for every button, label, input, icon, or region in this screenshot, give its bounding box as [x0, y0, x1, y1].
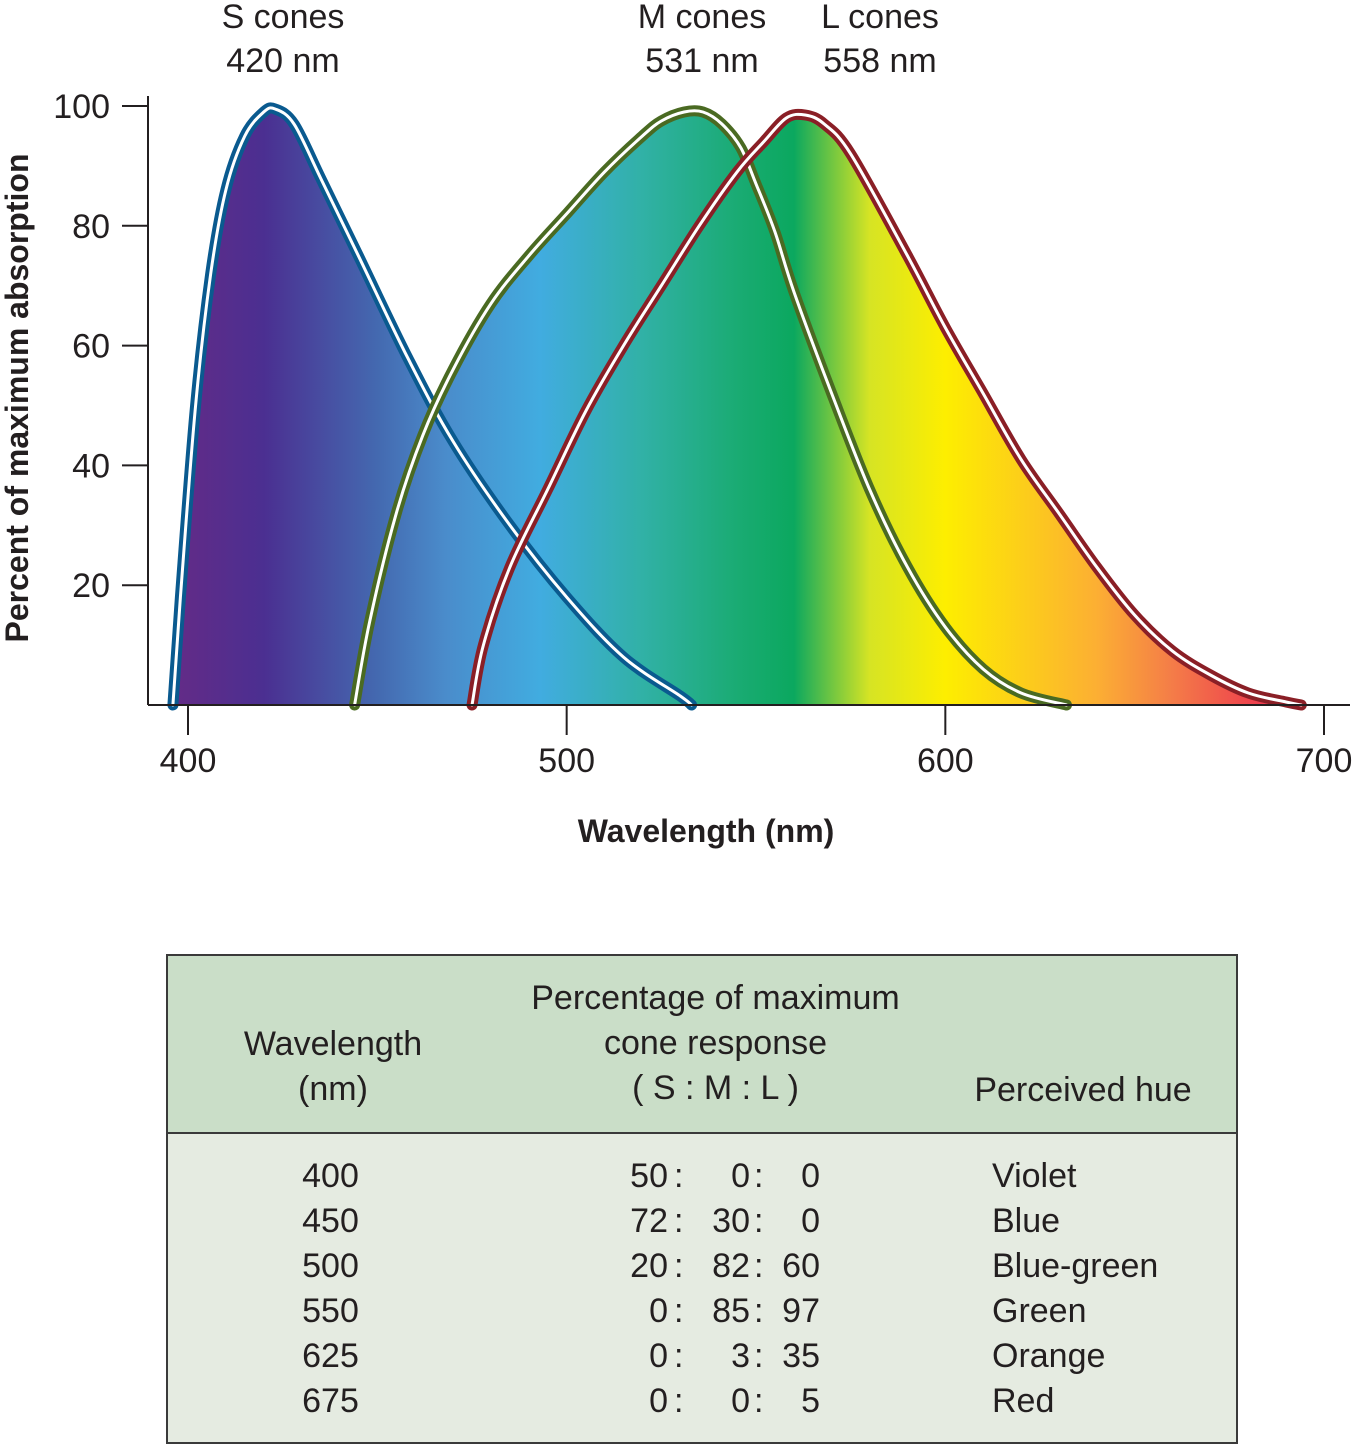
separator: :: [754, 1157, 764, 1195]
curves-layer: [167, 102, 1307, 711]
separator: :: [754, 1382, 764, 1420]
cell-wavelength: 450: [302, 1202, 359, 1240]
separator: :: [674, 1157, 684, 1195]
header-cone-response: Percentage of maximum cone response ( S …: [468, 976, 963, 1111]
separator: :: [754, 1292, 764, 1330]
x-tick-label: 500: [538, 742, 595, 780]
s-cones-curve: [167, 102, 698, 711]
value-l: 5: [801, 1382, 820, 1420]
m-cones-curve: [349, 105, 1072, 711]
value-l: 60: [782, 1247, 820, 1285]
cell-cone-response: 50 : 0 : 0: [608, 1154, 828, 1199]
value-s: 0: [649, 1292, 668, 1330]
header-response-line3: ( S : M : L ): [632, 1069, 799, 1107]
cell-hue: Blue: [992, 1202, 1061, 1240]
m-cones-inner-line: [353, 109, 1068, 707]
header-response-line2: cone response: [603, 1024, 828, 1062]
cell-wavelength: 500: [302, 1247, 359, 1285]
cell-cone-response: 20 : 82 : 60: [608, 1244, 828, 1289]
s-cones-name-label: S cones: [222, 0, 345, 36]
cell-hue: Red: [992, 1382, 1055, 1420]
value-m: 3: [731, 1337, 750, 1375]
value-s: 20: [630, 1247, 668, 1285]
header-wavelength: Wavelength (nm): [198, 1022, 468, 1112]
peak-labels-layer: S cones 420 nm M cones 531 nm L cones 558 nm: [222, 0, 939, 80]
cell-hue: Blue-green: [992, 1247, 1159, 1285]
axes-layer: [147, 96, 1350, 706]
header-hue-label: Perceived hue: [974, 1071, 1192, 1109]
m-cones-peak-label: 531 nm: [645, 42, 758, 80]
l-cones-inner-line: [470, 112, 1303, 707]
y-tick-label: 20: [72, 567, 110, 605]
table-header: Wavelength (nm) Percentage of maximum co…: [168, 956, 1236, 1134]
x-tick-label: 700: [1296, 742, 1353, 780]
l-cones-peak-label: 558 nm: [823, 42, 936, 80]
l-cones-curve: [466, 108, 1307, 711]
table-row: 450 72 : 30 : 0 Blue: [168, 1199, 1236, 1244]
table-body: 400 50 : 0 : 0 Violet 450 72 : 30 : 0 Bl…: [168, 1154, 1236, 1424]
l-cones-name-label: L cones: [821, 0, 939, 36]
value-l: 0: [801, 1202, 820, 1240]
header-wavelength-line1: Wavelength: [243, 1025, 423, 1063]
separator: :: [674, 1247, 684, 1285]
value-l: 0: [801, 1157, 820, 1195]
cell-cone-response: 0 : 0 : 5: [608, 1379, 828, 1424]
value-m: 85: [712, 1292, 750, 1330]
cell-cone-response: 72 : 30 : 0: [608, 1199, 828, 1244]
header-response-line1: Percentage of maximum: [531, 979, 900, 1017]
y-tick-label: 40: [72, 447, 110, 485]
table-row: 550 0 : 85 : 97 Green: [168, 1289, 1236, 1334]
separator: :: [674, 1337, 684, 1375]
s-cones-inner-line: [171, 106, 694, 707]
m-cones-name-label: M cones: [638, 0, 767, 36]
y-axis-title: Percent of maximum absorption: [0, 154, 35, 643]
value-s: 72: [630, 1202, 668, 1240]
ticks-layer: 400 500 600 700 20 40 60 80 100: [53, 88, 1352, 780]
header-wavelength-line2: (nm): [298, 1070, 368, 1108]
cell-hue: Violet: [992, 1157, 1077, 1195]
header-perceived-hue: Perceived hue: [938, 1068, 1228, 1113]
table-row: 500 20 : 82 : 60 Blue-green: [168, 1244, 1236, 1289]
table-row: 625 0 : 3 : 35 Orange: [168, 1334, 1236, 1379]
value-l: 97: [782, 1292, 820, 1330]
value-s: 0: [649, 1337, 668, 1375]
separator: :: [674, 1382, 684, 1420]
y-tick-label: 100: [53, 88, 110, 126]
cell-cone-response: 0 : 3 : 35: [608, 1334, 828, 1379]
cell-wavelength: 550: [302, 1292, 359, 1330]
table-row: 675 0 : 0 : 5 Red: [168, 1379, 1236, 1424]
value-m: 0: [731, 1382, 750, 1420]
value-m: 0: [731, 1157, 750, 1195]
y-tick-label: 80: [72, 208, 110, 246]
cone-absorption-chart: 400 500 600 700 20 40 60 80 100 S cones 420 nm M c…: [0, 0, 1352, 849]
separator: :: [754, 1247, 764, 1285]
cell-wavelength: 625: [302, 1337, 359, 1375]
table-row: 400 50 : 0 : 0 Violet: [168, 1154, 1236, 1199]
separator: :: [754, 1202, 764, 1240]
value-l: 35: [782, 1337, 820, 1375]
cell-hue: Green: [992, 1292, 1087, 1330]
cell-wavelength: 400: [302, 1157, 359, 1195]
value-m: 30: [712, 1202, 750, 1240]
cell-hue: Orange: [992, 1337, 1106, 1375]
separator: :: [674, 1202, 684, 1240]
value-s: 50: [630, 1157, 668, 1195]
separator: :: [754, 1337, 764, 1375]
x-tick-label: 400: [160, 742, 217, 780]
cell-wavelength: 675: [302, 1382, 359, 1420]
x-tick-label: 600: [917, 742, 974, 780]
x-axis-title: Wavelength (nm): [578, 813, 835, 849]
value-m: 82: [712, 1247, 750, 1285]
cone-response-table: Wavelength (nm) Percentage of maximum co…: [166, 954, 1238, 1444]
y-tick-label: 60: [72, 328, 110, 366]
s-cones-peak-label: 420 nm: [226, 42, 339, 80]
separator: :: [674, 1292, 684, 1330]
value-s: 0: [649, 1382, 668, 1420]
cell-cone-response: 0 : 85 : 97: [608, 1289, 828, 1334]
